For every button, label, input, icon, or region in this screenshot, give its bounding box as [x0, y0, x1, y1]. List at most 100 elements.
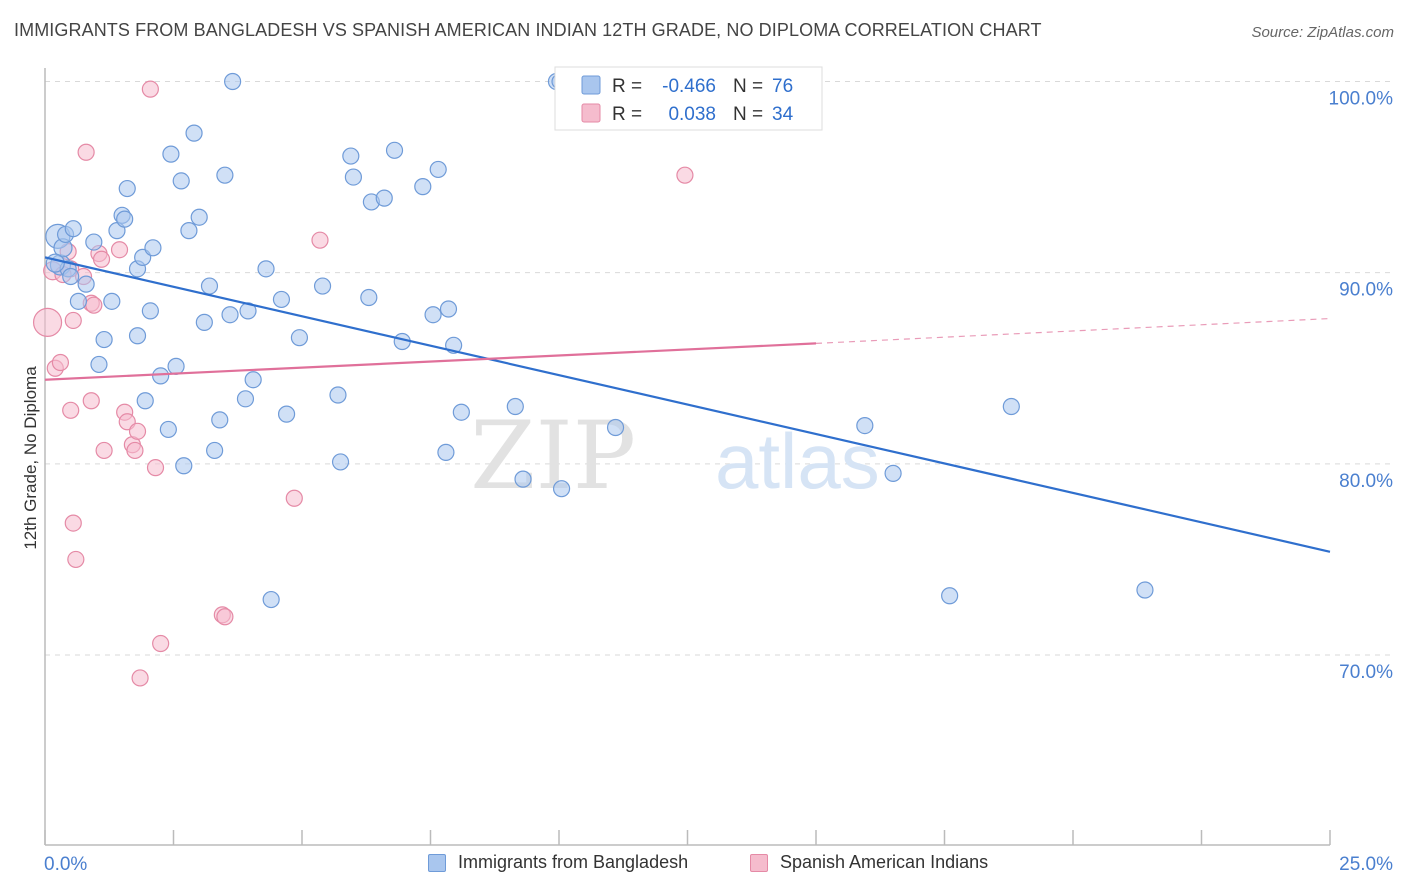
legend-bottom: Immigrants from Bangladesh Spanish Ameri… — [0, 852, 1406, 878]
blue-point — [175, 457, 193, 475]
legend-label-bangladesh: Immigrants from Bangladesh — [458, 852, 689, 872]
pink-point — [51, 353, 70, 372]
blue-point — [552, 480, 571, 498]
y-tick-label: 90.0% — [1339, 280, 1393, 301]
blue-point — [424, 306, 442, 324]
legend-blue-r-value: -0.466 — [662, 76, 716, 97]
blue-point — [103, 292, 121, 310]
blue-point — [884, 464, 902, 482]
pink-point — [82, 392, 100, 410]
blue-point — [144, 239, 162, 257]
blue-point — [439, 300, 458, 318]
blue-point — [211, 411, 229, 429]
pink-point — [32, 307, 63, 337]
blue-point — [342, 147, 360, 165]
blue-point — [856, 417, 874, 435]
watermark-zip: ZIP — [470, 402, 636, 511]
blue-point — [514, 470, 532, 488]
pink-point — [95, 441, 113, 460]
pink-point — [146, 459, 165, 477]
legend-item-spanish-american-indians[interactable]: Spanish American Indians — [750, 852, 988, 873]
pink-point — [85, 296, 103, 314]
gridlines — [45, 81, 1393, 656]
legend-blue-n-label: N = — [733, 76, 763, 97]
blue-point — [360, 288, 378, 307]
watermark: ZIP atlas — [470, 402, 879, 511]
blue-point — [329, 386, 347, 404]
legend-pink-n-label: N = — [733, 104, 763, 125]
legend-blue-n-value: 76 — [772, 76, 793, 97]
blue-point — [64, 220, 82, 238]
pink-point — [216, 608, 234, 626]
blue-point — [90, 355, 108, 374]
blue-point — [190, 208, 208, 226]
blue-point — [313, 277, 332, 295]
legend-label-spanish-american-indians: Spanish American Indians — [780, 852, 989, 872]
blue-point — [69, 292, 88, 310]
blue-point — [118, 179, 136, 198]
legend-blue-swatch — [581, 75, 601, 95]
blue-point — [272, 290, 291, 309]
blue-point — [162, 145, 180, 163]
blue-point — [452, 403, 470, 421]
pink-point — [62, 401, 80, 419]
pink-point — [676, 166, 694, 184]
x-tick-label-min: 0.0% — [44, 854, 87, 875]
legend-pink-r-label: R = — [612, 104, 642, 125]
blue-point — [62, 267, 80, 286]
y-tick-label: 100.0% — [1329, 89, 1394, 110]
blue-point — [257, 260, 275, 278]
legend-blue-r-label: R = — [612, 76, 642, 97]
pink-point — [141, 80, 159, 98]
blue-point — [385, 141, 404, 159]
blue-point — [277, 405, 296, 423]
blue-point — [290, 329, 309, 347]
blue-point — [244, 371, 262, 389]
blue-point — [128, 327, 147, 345]
blue-point — [437, 443, 455, 461]
pink-point — [126, 441, 144, 460]
legend-top: R = -0.466 N = 76 R = 0.038 N = 34 — [554, 66, 823, 131]
pink-point — [64, 514, 82, 532]
blue-point — [136, 392, 154, 410]
blue-point — [221, 306, 239, 324]
blue-point — [375, 189, 393, 207]
blue-point — [216, 166, 234, 184]
pink-point — [285, 489, 303, 507]
y-tick-label: 70.0% — [1339, 662, 1393, 683]
blue-point — [1002, 397, 1020, 416]
blue-point — [414, 178, 432, 196]
blue-point — [95, 330, 113, 349]
y-tick-labels: 70.0% 80.0% 90.0% 100.0% — [1329, 89, 1394, 684]
blue-point — [180, 222, 198, 240]
pink-point — [92, 250, 111, 268]
pink-trend-line — [44, 342, 817, 381]
trend-lines — [44, 256, 1331, 553]
blue-point — [116, 210, 134, 228]
axes — [44, 68, 1331, 846]
legend-swatch-pink — [750, 853, 768, 872]
source-credit: Source: ZipAtlas.com — [1251, 24, 1394, 41]
blue-point — [185, 124, 203, 142]
blue-point — [159, 420, 177, 439]
blue-point — [152, 367, 170, 385]
watermark-atlas: atlas — [715, 417, 880, 505]
blue-point — [141, 302, 159, 320]
x-tick-labels: 0.0% 25.0% — [44, 854, 1393, 875]
pink-point — [67, 550, 85, 569]
pink-point — [64, 311, 82, 330]
legend-item-bangladesh[interactable]: Immigrants from Bangladesh — [428, 852, 688, 873]
blue-point — [236, 390, 255, 408]
blue-point — [224, 72, 242, 91]
pink-point — [77, 143, 95, 161]
blue-point — [200, 277, 219, 295]
blue-point — [344, 168, 362, 186]
blue-point — [45, 253, 65, 273]
blue-series — [45, 72, 1154, 609]
blue-point — [167, 357, 185, 375]
blue-point — [331, 453, 350, 471]
pink-point — [131, 669, 149, 687]
blue-point — [172, 172, 190, 190]
pink-point — [311, 231, 329, 249]
